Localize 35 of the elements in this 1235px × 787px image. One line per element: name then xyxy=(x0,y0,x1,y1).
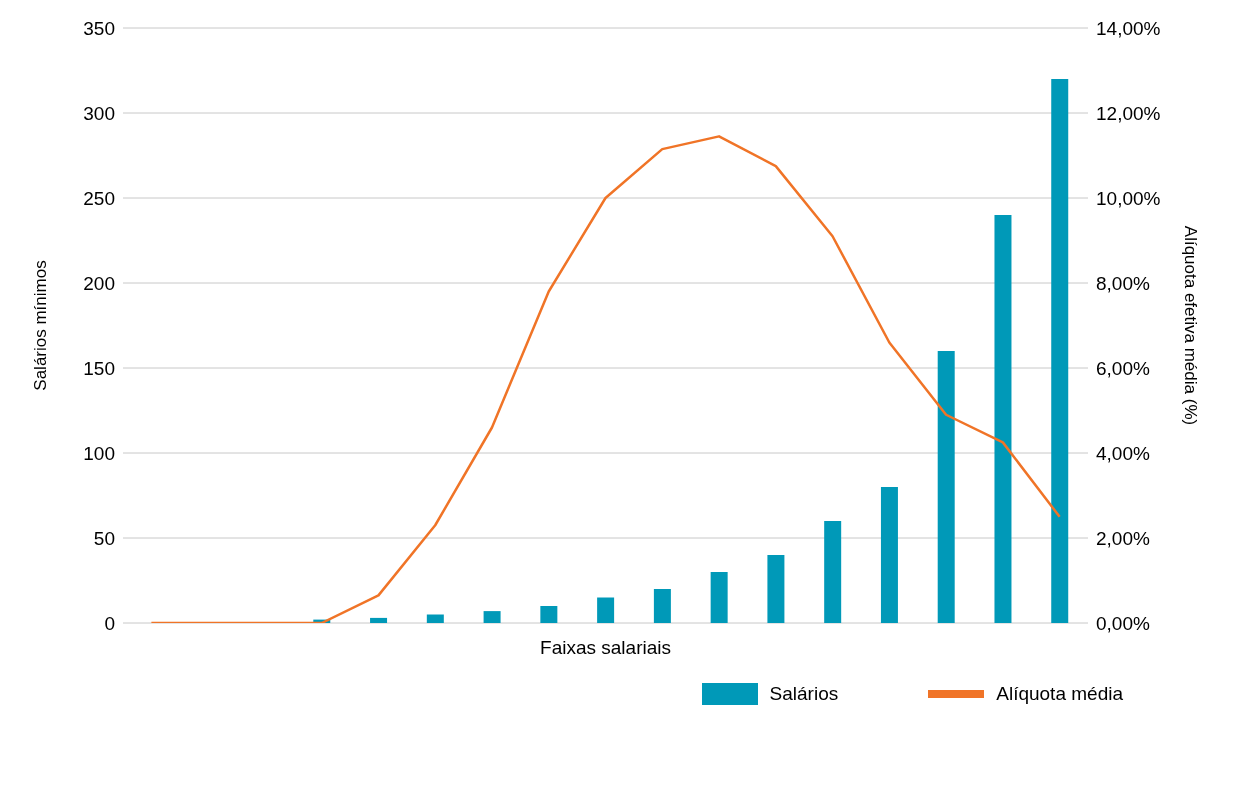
bar xyxy=(710,572,728,623)
bar xyxy=(540,606,558,623)
y2-tick-label: 2,00% xyxy=(1096,527,1150,549)
y-tick-label: 350 xyxy=(83,17,115,39)
y2-tick-label: 12,00% xyxy=(1096,102,1161,124)
bar xyxy=(824,521,842,623)
y-tick-label: 300 xyxy=(83,102,115,124)
line-series xyxy=(150,135,1061,623)
y-tick-label: 200 xyxy=(83,272,115,294)
bar xyxy=(880,487,898,623)
bar xyxy=(767,555,785,623)
legend-label: Alíquota média xyxy=(996,683,1123,705)
y2-tick-label: 10,00% xyxy=(1096,187,1161,209)
bar xyxy=(653,589,671,623)
legend-label: Salários xyxy=(769,683,839,705)
y2-tick-label: 4,00% xyxy=(1096,442,1150,464)
y-axis-title: Salários mínimos xyxy=(31,260,51,391)
bar xyxy=(426,614,444,623)
y-tick-label: 250 xyxy=(83,187,115,209)
y-tick-label: 100 xyxy=(83,442,115,464)
y2-tick-label: 0,00% xyxy=(1096,612,1150,634)
bar xyxy=(937,351,955,623)
bar xyxy=(483,611,501,623)
bar xyxy=(994,215,1012,623)
y-tick-label: 50 xyxy=(93,527,115,549)
y2-tick-label: 8,00% xyxy=(1096,272,1150,294)
bar xyxy=(370,617,388,623)
y2-axis-title: Alíquota efetiva média (%) xyxy=(1180,225,1200,426)
x-axis-title: Faixas salariais xyxy=(540,637,671,659)
bar xyxy=(1051,79,1069,623)
y-tick-label: 150 xyxy=(83,357,115,379)
y2-tick-label: 6,00% xyxy=(1096,357,1150,379)
y-tick-label: 0 xyxy=(104,612,115,634)
bar xyxy=(597,597,615,623)
y2-tick-label: 14,00% xyxy=(1096,17,1161,39)
